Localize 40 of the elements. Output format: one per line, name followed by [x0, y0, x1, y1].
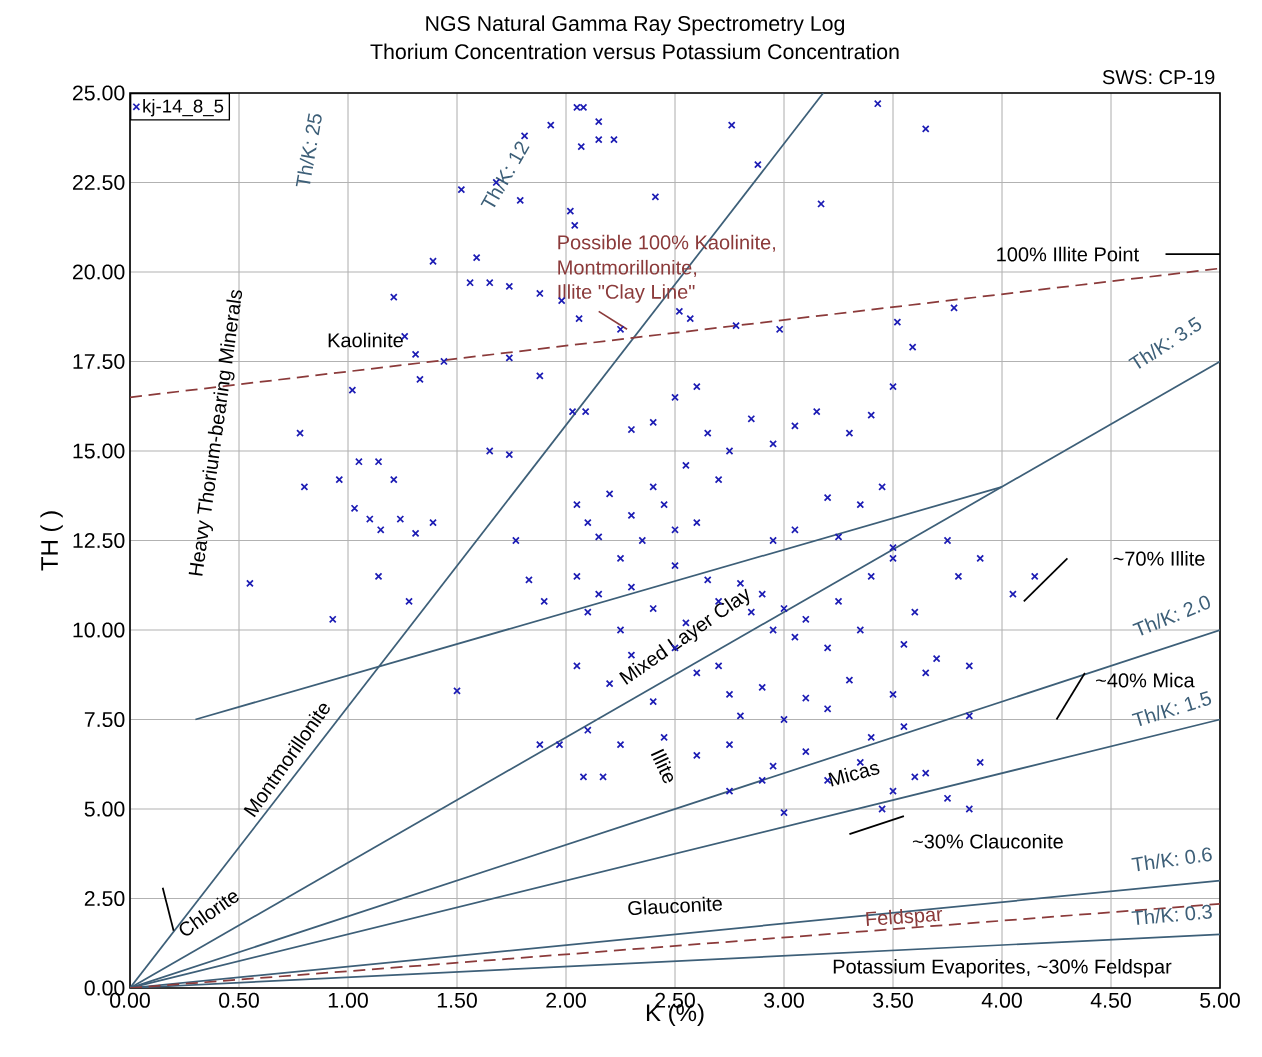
x-tick-label: 2.00 [546, 992, 586, 1008]
x-tick-label: 1.50 [437, 992, 477, 1008]
y-tick-label: 12.50 [73, 532, 125, 549]
annotation: ~70% Illite [1113, 551, 1205, 566]
annotation: 100% Illite Point [997, 246, 1139, 262]
chart-subtitle: Thorium Concentration versus Potassium Concentration [370, 43, 899, 60]
annotation: Illite [650, 748, 674, 784]
annotation: ~30% Clauconite [912, 833, 1063, 849]
annotation: Glauconite [628, 896, 722, 916]
x-tick-label: 0.50 [219, 992, 259, 1008]
annotation: Kaolinite [328, 332, 403, 348]
x-tick-label: 4.00 [981, 992, 1022, 1008]
annotation: Th/K: 2.0 [1132, 595, 1210, 636]
chart-title: NGS Natural Gamma Ray Spectrometry Log [426, 15, 845, 36]
annotation: Th/K: 3.5 [1128, 316, 1202, 369]
legend-label: kj-14_8_5 [143, 98, 224, 117]
y-tick-label: 2.50 [84, 890, 125, 907]
x-tick-label: 3.00 [764, 992, 804, 1008]
y-tick-label: 5.00 [84, 801, 125, 817]
y-tick-label: 17.50 [73, 353, 125, 370]
annotation: Th/K: 0.3 [1131, 904, 1212, 925]
annotation: Th/K: 25 [295, 113, 322, 187]
text: SWS: CP-19 [1102, 70, 1215, 85]
annotation: Th/K: 0.6 [1131, 847, 1212, 872]
y-tick-label: 10.00 [73, 622, 125, 638]
annotation: Potassium Evaporites, ~30% Feldspar [833, 958, 1172, 978]
x-tick-label: 1.00 [328, 992, 368, 1008]
annotation: ~40% Mica [1096, 672, 1195, 688]
y-tick-label: 25.00 [72, 85, 125, 101]
x-tick-label: 5.00 [1200, 992, 1240, 1008]
y-tick-label: 22.50 [72, 174, 125, 191]
annotation: Th/K: 1.5 [1131, 691, 1212, 726]
y-tick-label: 20.00 [72, 264, 125, 280]
y-axis-title: TH ( ) [40, 511, 63, 571]
annotation: Micas [828, 764, 880, 787]
y-tick-label: 15.00 [73, 443, 125, 459]
annotation: Feldspar [866, 908, 943, 927]
y-tick-label: 7.50 [84, 711, 125, 728]
x-tick-label: 4.50 [1090, 992, 1131, 1008]
x-tick-label: 3.50 [873, 992, 913, 1008]
